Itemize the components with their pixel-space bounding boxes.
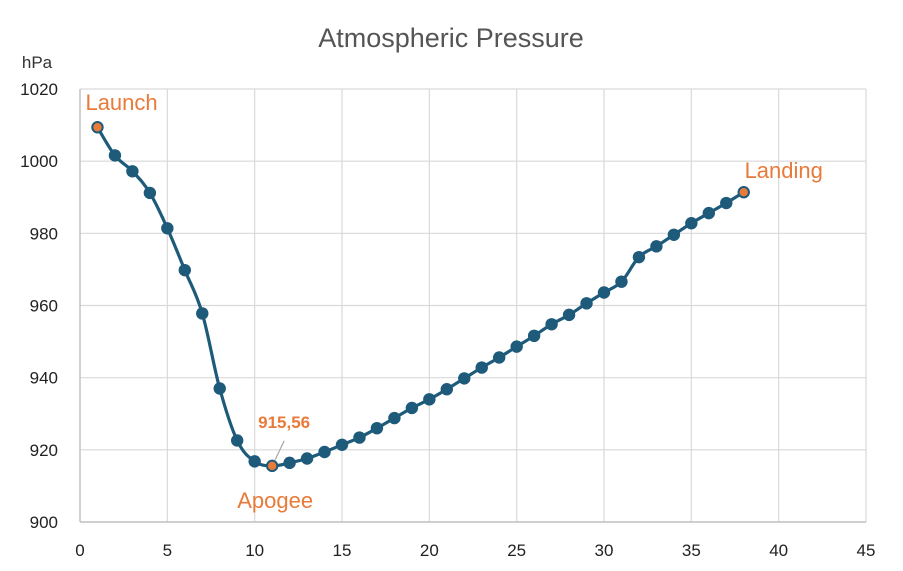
series-line <box>96 126 745 468</box>
data-point <box>667 228 681 241</box>
x-tick-label: 0 <box>75 541 84 560</box>
tick-labels: 0 5 10 15 20 25 30 35 40 45 900 920 940 960 980 1000 102… <box>20 80 875 560</box>
data-point <box>196 307 209 320</box>
y-tick-label: 1020 <box>20 80 58 99</box>
highlight-point <box>737 185 750 199</box>
data-point <box>231 434 244 447</box>
x-tick-label: 5 <box>163 541 172 560</box>
data-point <box>178 263 191 277</box>
data-point <box>213 382 226 395</box>
data-point <box>440 383 453 396</box>
data-point <box>126 165 139 178</box>
data-point <box>161 222 174 235</box>
data-point <box>685 217 698 230</box>
x-tick-label: 10 <box>245 541 264 560</box>
series-pressure <box>91 121 750 473</box>
data-point <box>615 275 628 288</box>
data-point <box>650 240 663 253</box>
annotations: Launch Apogee Landing 915,56 <box>85 90 822 513</box>
data-point <box>318 445 331 459</box>
y-tick-label: 940 <box>30 369 58 388</box>
data-point <box>597 286 611 299</box>
annotation-label: Landing <box>745 158 823 183</box>
data-point <box>702 206 715 220</box>
y-tick-label: 960 <box>30 297 58 316</box>
data-point <box>143 186 157 200</box>
highlight-point <box>91 121 104 134</box>
data-point <box>458 372 471 385</box>
x-tick-label: 20 <box>420 541 439 560</box>
y-tick-label: 1000 <box>20 152 58 171</box>
data-point <box>353 431 366 444</box>
data-point <box>545 318 558 331</box>
x-tick-label: 25 <box>507 541 526 560</box>
highlight-point <box>265 459 279 473</box>
data-point <box>527 329 541 343</box>
data-point <box>580 297 593 310</box>
x-tick-label: 45 <box>857 541 876 560</box>
data-point <box>248 455 261 468</box>
data-point <box>632 250 646 264</box>
data-point <box>335 438 349 451</box>
annotation-label: Apogee <box>237 488 313 513</box>
axes <box>79 89 866 523</box>
data-point <box>562 308 576 322</box>
y-tick-label: 900 <box>30 513 58 532</box>
data-point <box>423 393 436 406</box>
y-tick-label: 920 <box>30 441 58 460</box>
data-point <box>493 351 506 364</box>
data-label: 915,56 <box>258 413 310 432</box>
data-point <box>720 196 733 210</box>
y-axis-unit-label: hPa <box>22 53 53 72</box>
data-point <box>300 452 314 465</box>
data-label-leader <box>274 440 285 461</box>
data-point <box>370 421 384 435</box>
data-point <box>510 340 523 353</box>
data-point <box>388 411 401 425</box>
annotation-label: Launch <box>85 90 157 115</box>
data-point <box>108 149 122 162</box>
data-point <box>283 456 296 470</box>
x-tick-label: 30 <box>595 541 614 560</box>
data-point <box>475 361 488 374</box>
x-tick-label: 35 <box>682 541 701 560</box>
gridlines <box>80 88 867 522</box>
x-tick-label: 15 <box>333 541 352 560</box>
x-tick-label: 40 <box>769 541 788 560</box>
chart-title: Atmospheric Pressure <box>318 23 584 53</box>
data-point <box>405 401 419 415</box>
y-tick-label: 980 <box>30 224 58 243</box>
